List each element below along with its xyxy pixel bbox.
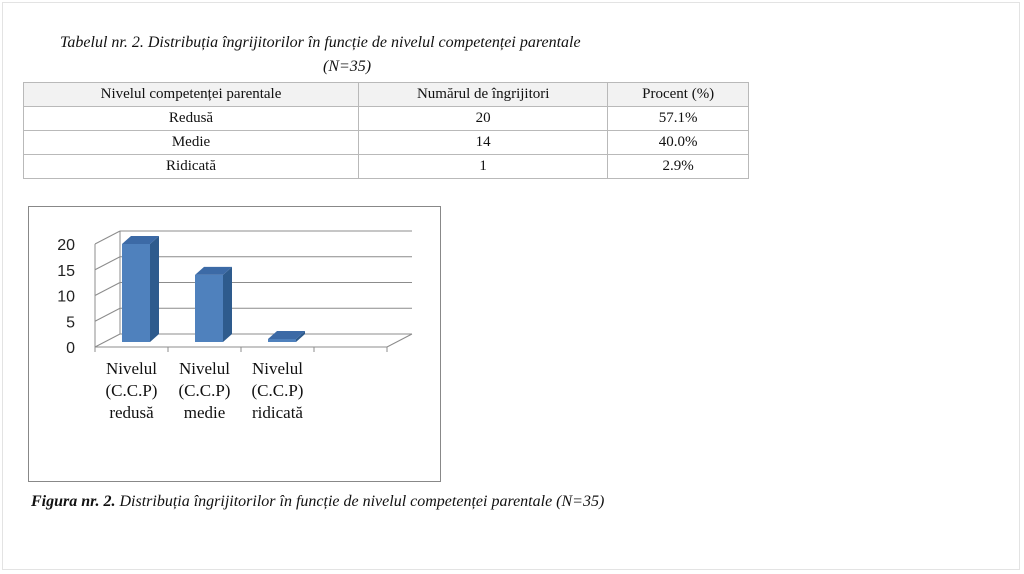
column-header: Procent (%)	[607, 82, 749, 107]
y-tick-label: 15	[57, 263, 75, 280]
y-tick-label: 5	[66, 314, 75, 331]
gridline-side	[94, 256, 121, 271]
column-header: Nivelul competenței parentale	[22, 82, 360, 107]
gridline-side	[94, 333, 121, 348]
x-category-label-line: medie	[184, 403, 226, 422]
bar	[122, 244, 150, 342]
bar	[268, 339, 296, 342]
figure-caption-label: Figura nr. 2.	[31, 493, 116, 510]
table-title: Tabelul nr. 2. Distribuția îngrijitorilo…	[60, 34, 581, 51]
bar-top	[268, 331, 305, 339]
table-cell: Ridicată	[22, 154, 360, 179]
x-category-label-line: redusă	[109, 403, 154, 422]
table-cell: 40.0%	[607, 130, 749, 155]
table-header-row: Nivelul competenței parentale Numărul de…	[22, 82, 749, 107]
bar-side	[223, 266, 232, 342]
floor-edge	[386, 333, 413, 348]
x-category-label-line: ridicată	[252, 403, 303, 422]
y-tick-label: 0	[66, 340, 75, 357]
x-category-label-line: Nivelul	[252, 359, 303, 378]
chart-container: 0 5 10 15 20 Nivelul (C.C.P) redusă Nivelul (C.C.…	[28, 206, 441, 482]
table-cell: Medie	[22, 130, 360, 155]
x-category-label-line: (C.C.P)	[106, 381, 158, 400]
table-row: Redusă 20 57.1%	[22, 106, 749, 131]
table-row: Ridicată 1 2.9%	[22, 154, 749, 179]
y-tick-label: 10	[57, 289, 75, 306]
data-table: Nivelul competenței parentale Numărul de…	[22, 82, 749, 179]
x-category-label-line: Nivelul	[179, 359, 230, 378]
table-cell: 14	[358, 130, 609, 155]
figure-caption-text: Distribuția îngrijitorilor în funcție de…	[115, 493, 605, 510]
gridline-side	[94, 282, 121, 296]
x-category-label-line: (C.C.P)	[252, 381, 304, 400]
x-category-label: Nivelul (C.C.P) redusă	[106, 359, 158, 422]
table-cell: 20	[358, 106, 609, 131]
x-category-label-line: (C.C.P)	[179, 381, 231, 400]
y-tick-label: 20	[57, 237, 75, 254]
table-cell: 2.9%	[607, 154, 749, 179]
bar-top	[122, 236, 159, 244]
table-cell: 1	[358, 154, 609, 179]
table-cell: 57.1%	[607, 106, 749, 131]
bar-side	[150, 236, 159, 342]
gridline-side	[94, 230, 121, 245]
bar-side	[296, 331, 305, 342]
gridline-side	[94, 307, 121, 322]
table-cell: Redusă	[22, 106, 360, 131]
bar	[195, 274, 223, 342]
table-subtitle: (N=35)	[323, 58, 372, 75]
x-category-label: Nivelul (C.C.P) medie	[179, 359, 231, 422]
bar-chart: 0 5 10 15 20 Nivelul (C.C.P) redusă Nivelul (C.C.…	[57, 230, 413, 422]
x-category-label-line: Nivelul	[106, 359, 157, 378]
figure-caption: Figura nr. 2. Distribuția îngrijitorilor…	[31, 493, 604, 511]
column-header: Numărul de îngrijitori	[358, 82, 609, 107]
table-row: Medie 14 40.0%	[22, 130, 749, 155]
bar-top	[195, 266, 232, 275]
x-category-label: Nivelul (C.C.P) ridicată	[252, 359, 304, 422]
